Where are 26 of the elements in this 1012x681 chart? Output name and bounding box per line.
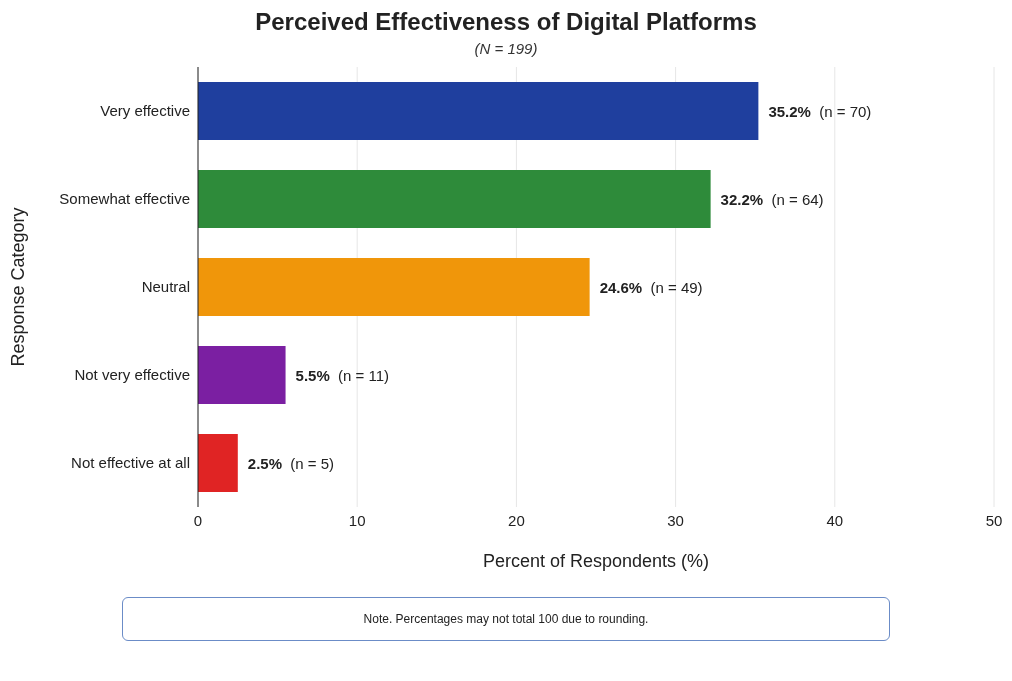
y-tick-label: Neutral bbox=[141, 278, 190, 296]
chart-title: Perceived Effectiveness of Digital Platforms bbox=[254, 8, 758, 36]
y-tick-label: Somewhat effective bbox=[59, 190, 190, 208]
bar bbox=[198, 258, 590, 316]
x-tick-label: 30 bbox=[667, 511, 684, 529]
data-label: 32.2% (n = 64) bbox=[720, 190, 824, 208]
data-label: 24.6% (n = 49) bbox=[599, 278, 703, 296]
text: Note. Percentages may not total 100 due to rounding. bbox=[122, 597, 890, 641]
bar bbox=[198, 346, 286, 404]
data-label: 35.2% (n = 70) bbox=[768, 102, 872, 120]
x-axis-title: Percent of Respondents (%) bbox=[482, 551, 710, 571]
y-tick-label: Not effective at all bbox=[71, 454, 190, 472]
bar bbox=[198, 170, 711, 228]
x-tick-label: 50 bbox=[985, 511, 1003, 529]
bar bbox=[198, 82, 759, 140]
x-tick-label: 10 bbox=[348, 511, 366, 529]
y-axis-title: Response Category bbox=[8, 207, 29, 367]
x-tick-label: 40 bbox=[826, 511, 844, 529]
chart-subtitle: (N = 199) bbox=[473, 40, 539, 57]
bar bbox=[198, 434, 238, 492]
x-tick-label: 20 bbox=[508, 511, 525, 529]
data-label: 5.5% (n = 11) bbox=[295, 366, 390, 384]
y-tick-label: Very effective bbox=[100, 102, 190, 120]
y-tick-label: Not very effective bbox=[74, 366, 190, 384]
data-label: 2.5% (n = 5) bbox=[247, 454, 335, 472]
x-tick-label: 0 bbox=[193, 511, 203, 529]
